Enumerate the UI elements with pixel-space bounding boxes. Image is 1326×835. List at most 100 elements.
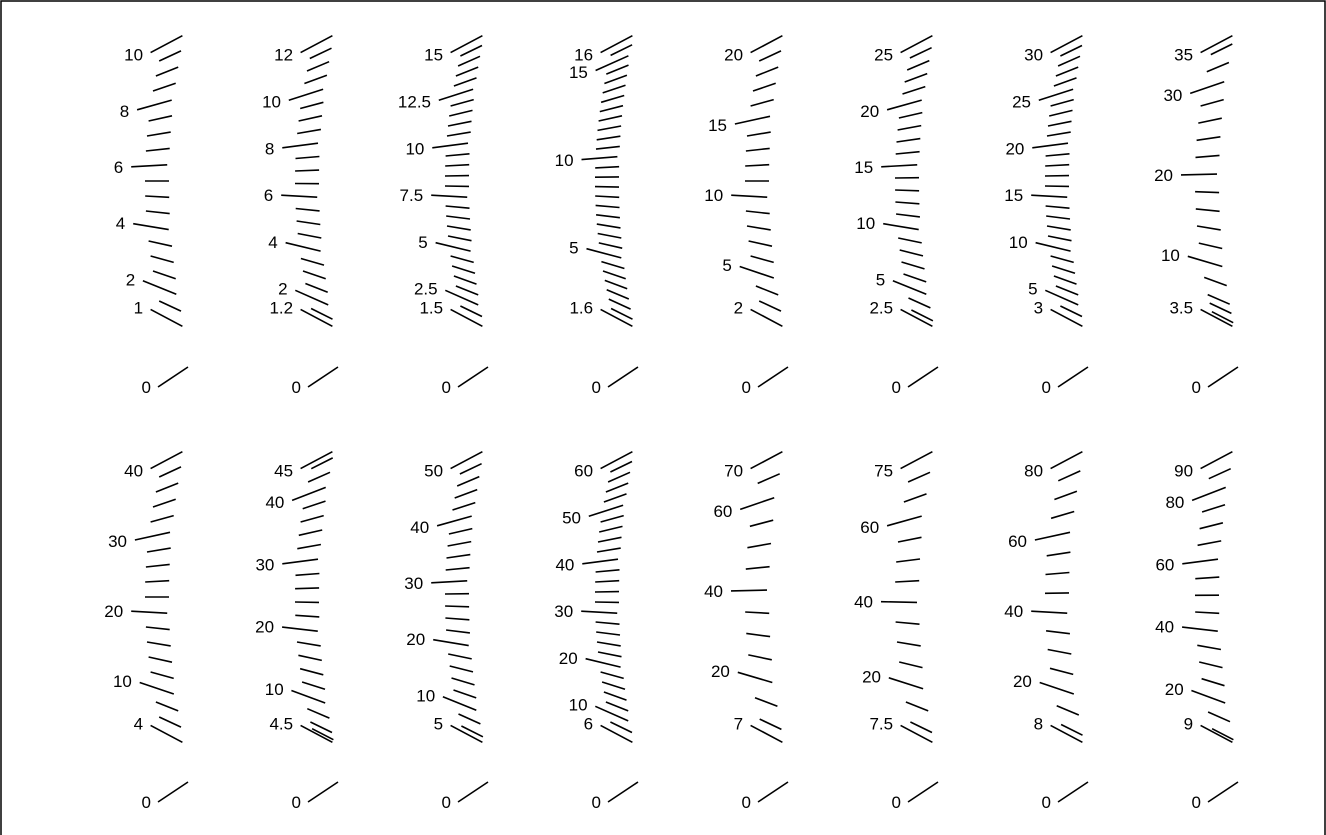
scale-15-tick-13 <box>1050 510 1075 520</box>
scale-16-tick-13 <box>1197 540 1222 547</box>
scale-4-tick-14 <box>595 195 620 199</box>
scale-11-tick-15 <box>445 566 470 571</box>
scale-10-tick-4 <box>306 707 330 719</box>
scale-4-tick-20 <box>596 135 621 141</box>
scale-6-label: 25 <box>874 46 893 65</box>
scale-7-tick-11 <box>1046 215 1071 220</box>
scale-2-label: 1.2 <box>269 299 293 318</box>
scale-3-tick-17 <box>445 153 470 157</box>
scale-13-tick-5 <box>748 654 772 661</box>
scale-8-tick-16 <box>1189 80 1225 95</box>
scale-15-label: 8 <box>1034 715 1043 734</box>
scale-15-label: 40 <box>1004 602 1023 621</box>
scale-2-tick-22 <box>309 47 332 60</box>
scale-1-tick-4 <box>152 270 176 280</box>
scale-10-tick-23 <box>300 450 333 470</box>
scale-7-tick-23 <box>1038 88 1074 101</box>
scale-9-label: 40 <box>124 462 143 481</box>
scale-3-zero-tick <box>457 366 489 388</box>
scale-11-tick-10 <box>446 629 470 634</box>
scale-1-zero-tick <box>157 366 189 388</box>
scale-1-tick-17 <box>155 66 179 77</box>
scale-5-label: 15 <box>708 116 727 135</box>
scale-12-tick-18 <box>582 558 619 565</box>
scale-7-tick-28 <box>1050 34 1083 54</box>
scale-14-label: 75 <box>874 462 893 481</box>
scale-6-tick-21 <box>904 72 928 83</box>
scale-1-tick-1 <box>150 308 183 328</box>
scale-13-tick-11 <box>749 519 774 528</box>
scale-8: 35 30 20 10 3.5 0 <box>1154 34 1239 397</box>
scale-2-tick-20 <box>304 74 328 85</box>
scale-3-tick-22 <box>450 98 474 107</box>
scale-9-tick-18 <box>158 466 182 478</box>
scale-2-tick-11 <box>281 194 318 198</box>
scale-15-label: 20 <box>1013 672 1032 691</box>
scale-2-label: 4 <box>268 233 277 252</box>
scale-3-tick-28 <box>450 34 483 54</box>
scale-12-zero-label: 0 <box>592 793 601 812</box>
scale-7-label: 3 <box>1034 299 1043 318</box>
scale-6-tick-24 <box>900 34 933 54</box>
scale-14-zero-tick <box>907 781 939 803</box>
scale-14-tick-8 <box>880 600 918 604</box>
scale-4-tick-27 <box>605 64 629 75</box>
scale-12-label: 20 <box>559 649 578 668</box>
scale-7-tick-3 <box>1044 289 1079 306</box>
scale-2-tick-21 <box>306 60 330 72</box>
scale-2-tick-3 <box>294 289 329 306</box>
scale-4-tick-10 <box>597 232 622 239</box>
scale-6-tick-15 <box>895 150 920 155</box>
scale-13-tick-10 <box>747 542 772 549</box>
scale-11-zero-label: 0 <box>442 793 451 812</box>
scale-6-tick-20 <box>902 85 926 95</box>
scale-3: 15 12.5 10 7.5 5 2.51.5 0 <box>398 34 489 397</box>
scale-14-tick-12 <box>886 515 922 527</box>
scale-3-tick-6 <box>451 265 476 275</box>
scale-7-tick-9 <box>1047 235 1072 242</box>
scale-6-tick-9 <box>883 222 919 231</box>
scale-2-label: 10 <box>262 93 281 112</box>
scale-9-tick-14 <box>134 531 171 541</box>
scale-16-tick-4 <box>1191 689 1226 704</box>
scale-6-label: 2.5 <box>869 299 893 318</box>
scale-5-tick-16 <box>752 82 776 92</box>
scale-1-zero-label: 0 <box>142 378 151 397</box>
scale-13-tick-14 <box>750 450 783 470</box>
scale-7-tick-12 <box>1045 205 1070 209</box>
scale-16-tick-15 <box>1201 503 1226 513</box>
scale-8-label: 30 <box>1163 86 1182 105</box>
scale-1-tick-3 <box>142 280 177 295</box>
scale-3-tick-25 <box>455 66 479 77</box>
scale-3-tick-11 <box>446 215 471 220</box>
scale-12-tick-10 <box>596 641 621 647</box>
scale-7-tick-1 <box>1050 308 1083 328</box>
scale-11-label: 50 <box>424 462 443 481</box>
scale-14-tick-1 <box>900 724 933 744</box>
scale-1-label: 6 <box>114 158 123 177</box>
scale-4-tick-29 <box>610 44 633 57</box>
scale-14-tick-5 <box>899 661 923 669</box>
scale-2-tick-4 <box>305 282 328 293</box>
scale-3-tick-23 <box>438 88 474 101</box>
scale-16-label: 20 <box>1165 680 1184 699</box>
scale-4-tick-5 <box>604 279 628 290</box>
scale-7-label: 15 <box>1004 186 1023 205</box>
scale-12-tick-5 <box>603 691 627 701</box>
scale-7-tick-27 <box>1060 44 1083 57</box>
scale-5-tick-11 <box>745 163 770 167</box>
scale-14-tick-13 <box>903 493 927 503</box>
scale-16-tick-11 <box>1195 576 1220 580</box>
scale-13-tick-1 <box>750 724 783 744</box>
scale-11-label: 20 <box>406 630 425 649</box>
scale-4-tick-3 <box>608 298 631 310</box>
scale-12-tick-8 <box>585 657 621 668</box>
scale-11-tick-17 <box>447 540 472 547</box>
scale-4-label: 1.6 <box>569 299 593 318</box>
scale-1-tick-12 <box>145 147 170 152</box>
scale-5-label: 20 <box>724 46 743 65</box>
scale-10-tick-1 <box>300 724 333 744</box>
